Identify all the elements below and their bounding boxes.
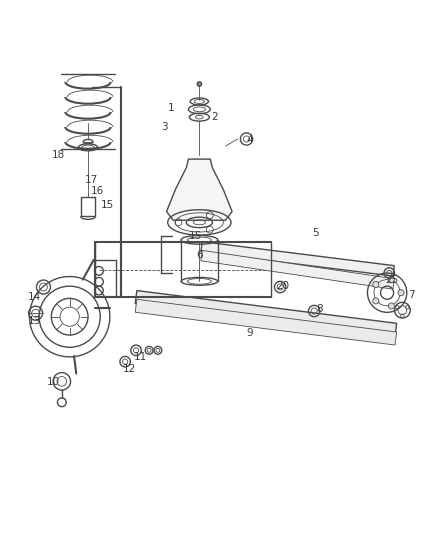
Circle shape [398,289,404,296]
Polygon shape [201,241,394,276]
Text: 5: 5 [312,228,318,238]
Circle shape [389,276,395,282]
Text: 16: 16 [91,186,104,196]
Text: 20: 20 [277,281,290,291]
Circle shape [389,303,395,309]
Circle shape [373,298,379,304]
Text: 1: 1 [168,103,174,114]
Text: 7: 7 [408,290,414,300]
Text: 12: 12 [123,364,136,374]
Text: 15: 15 [101,199,114,209]
Text: 9: 9 [246,328,253,338]
Text: 3: 3 [161,122,168,132]
Text: 6: 6 [196,250,203,260]
Circle shape [197,82,201,86]
Circle shape [373,281,379,287]
Text: 18: 18 [52,150,65,160]
Text: 17: 17 [85,175,98,185]
Text: 11: 11 [134,352,147,362]
Text: 13: 13 [28,316,41,326]
Polygon shape [166,159,232,220]
Text: 4: 4 [246,135,253,145]
Polygon shape [135,300,397,345]
Text: 25: 25 [385,274,398,285]
Text: 2: 2 [211,112,218,122]
Polygon shape [135,290,397,336]
Text: 10: 10 [46,377,60,387]
Text: 15: 15 [189,231,202,241]
Polygon shape [201,251,394,289]
Text: 14: 14 [28,292,41,302]
Text: 8: 8 [316,304,323,314]
